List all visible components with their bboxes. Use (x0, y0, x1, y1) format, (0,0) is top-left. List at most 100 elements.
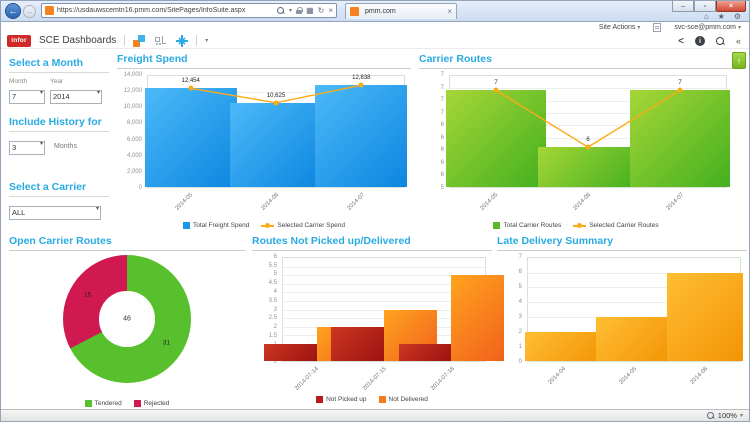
collapse-icon[interactable]: « (735, 36, 741, 46)
x-axis: 2014-07-14 2014-07-15 2014-07-16 (294, 366, 457, 392)
legend-item[interactable]: Selected Carrier Routes (573, 222, 659, 229)
open-carrier-routes-panel: Open Carrier Routes 46 31 15 Tendered Reje… (9, 235, 245, 407)
zoom-control[interactable]: 100% ▾ (706, 411, 743, 420)
y-axis: 14,000 12,000 10,000 8,000 6,000 4,000 2,000 0 (117, 72, 144, 191)
bar-2014-05[interactable] (446, 90, 546, 187)
line-point[interactable] (677, 87, 683, 93)
history-select[interactable]: 3 (9, 140, 45, 155)
chart-legend: Tendered Rejected (9, 400, 245, 407)
bar-2014-04[interactable] (525, 331, 602, 361)
chart-title: Open Carrier Routes (9, 235, 245, 251)
app-header: infor SCE Dashboards ▾ < i « (1, 33, 749, 49)
data-label: 6 (586, 137, 590, 144)
gridline (283, 283, 485, 285)
bar-2014-06[interactable] (666, 272, 743, 361)
tools-icon[interactable]: ⚙ (733, 12, 741, 21)
line-point[interactable] (585, 144, 591, 150)
search-icon[interactable] (277, 6, 285, 15)
zoom-icon (706, 411, 715, 420)
gridline (148, 91, 404, 93)
browse-page-icon[interactable] (653, 23, 662, 32)
compatibility-icon[interactable]: ▦ (306, 6, 314, 15)
y-tick-label: 3 (273, 306, 277, 313)
bar-2014-05[interactable] (595, 316, 673, 361)
legend-item[interactable]: Selected Carrier Spend (261, 222, 345, 229)
chart-title: Routes Not Picked up/Delivered (252, 235, 492, 251)
late-delivery-panel: Late Delivery Summary 7 6 5 4 3 2 1 0 2014-04 20… (497, 235, 747, 405)
browser-tab[interactable]: pmm.com × (345, 3, 457, 19)
legend-item[interactable]: Rejected (133, 400, 170, 407)
close-button[interactable]: × (716, 1, 746, 12)
legend-square-marker (378, 396, 386, 403)
address-bar[interactable]: https://usdauwscemtn16.pmm.com/SitePages… (41, 3, 337, 18)
data-label: 12,454 (181, 78, 200, 85)
y-tick-label: 7 (518, 254, 522, 260)
legend-item[interactable]: Total Freight Spend (183, 222, 249, 229)
legend-item[interactable]: Not Picked up (316, 396, 367, 403)
legend-label: Rejected (143, 400, 170, 407)
y-tick-label: 4,000 (126, 152, 142, 159)
minimize-button[interactable]: – (672, 1, 694, 12)
gridline (450, 112, 726, 114)
forklift-icon[interactable] (154, 35, 167, 46)
url-text: https://usdauwscemtn16.pmm.com/SitePages… (57, 7, 246, 14)
line-point[interactable] (188, 85, 194, 91)
back-icon: ← (8, 6, 18, 16)
tab-favicon (350, 7, 359, 16)
y-axis: 7 7 7 7 6 6 6 6 6 5 (419, 72, 446, 191)
gridline (283, 266, 485, 268)
line-point[interactable] (358, 82, 364, 88)
bar-2014-07-16[interactable] (451, 275, 504, 361)
back-button[interactable]: ← (5, 3, 21, 19)
info-icon[interactable]: i (694, 36, 705, 46)
y-tick-label: 5.5 (268, 262, 277, 269)
legend-item[interactable]: Not Delivered (378, 396, 428, 403)
stop-icon[interactable]: × (328, 6, 333, 15)
bar-2014-06[interactable] (538, 147, 638, 187)
user-menu[interactable]: svc-sce@pmm.com ▾ (674, 24, 741, 31)
bar-2014-05[interactable] (144, 88, 237, 187)
donut-total-label: 46 (123, 315, 131, 323)
y-tick-label: 5 (273, 271, 277, 278)
dashboard-squares-icon[interactable] (133, 34, 146, 47)
export-icon[interactable]: ↑ (732, 52, 746, 69)
bar-2014-06[interactable] (229, 102, 323, 187)
bar-2014-07-14[interactable] (264, 343, 317, 361)
month-select[interactable]: 7 (9, 89, 45, 104)
legend-item[interactable]: Tendered (84, 400, 122, 407)
bar-2014-07[interactable] (315, 85, 408, 187)
legend-item[interactable]: Total Carrier Routes (493, 222, 561, 229)
gridline (528, 302, 740, 304)
bar-2014-07[interactable] (630, 90, 730, 187)
maximize-button[interactable]: ▫ (694, 1, 716, 12)
tab-close-icon[interactable]: × (447, 7, 452, 16)
forward-button[interactable]: → (23, 5, 36, 18)
legend-label: Total Freight Spend (193, 222, 250, 229)
y-tick-label: 4 (518, 299, 522, 305)
legend-label: Not Delivered (388, 396, 428, 403)
site-actions-menu[interactable]: Site Actions ▾ (599, 24, 641, 31)
search-dropdown-icon[interactable]: ▾ (289, 8, 293, 14)
legend-label: Not Picked up (326, 396, 367, 403)
bar-2014-07-15[interactable] (331, 326, 384, 361)
carrier-select[interactable]: ALL (9, 205, 101, 220)
year-select[interactable]: 2014 (50, 89, 102, 104)
data-label: 12,838 (352, 75, 371, 82)
home-icon[interactable]: ⌂ (703, 12, 709, 21)
refresh-icon[interactable]: ↻ (317, 6, 325, 15)
plot-area: 12,454 10,625 12,838 (144, 75, 408, 188)
share-icon[interactable]: < (678, 35, 684, 47)
y-tick-label: 1 (518, 344, 522, 350)
toolbar-dropdown-icon[interactable]: ▾ (205, 38, 209, 44)
sparkle-icon[interactable] (176, 34, 189, 47)
line-point[interactable] (273, 100, 279, 106)
y-tick-label: 7 (440, 72, 444, 78)
bar-2014-07-16[interactable] (398, 343, 452, 361)
line-point[interactable] (493, 87, 499, 93)
gridline (283, 300, 485, 302)
gridline (283, 275, 485, 277)
favorites-icon[interactable]: ★ (717, 12, 725, 21)
donut-chart[interactable]: 46 31 15 (63, 255, 191, 383)
y-tick-label: 6 (273, 254, 277, 260)
search-icon[interactable] (715, 36, 725, 46)
